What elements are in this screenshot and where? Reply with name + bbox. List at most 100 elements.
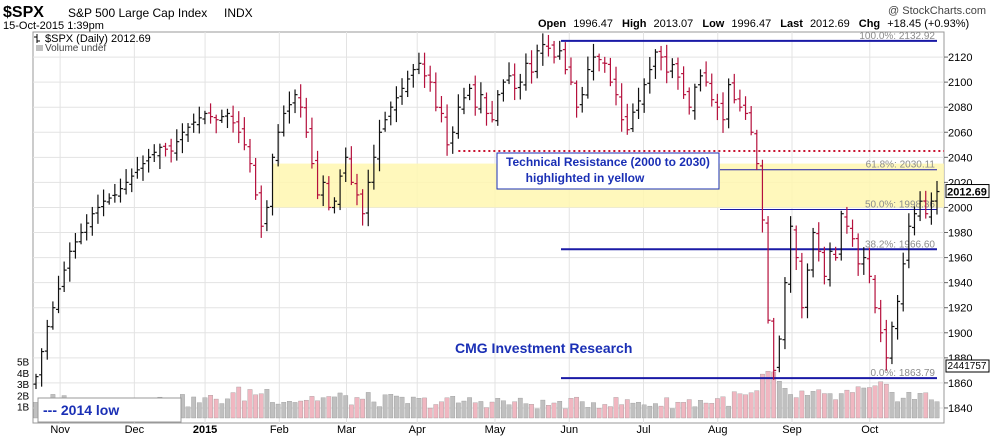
volume-bar: [838, 393, 844, 419]
price-bar: [393, 86, 399, 123]
volume-bar: [855, 386, 861, 419]
price-bar: [258, 185, 264, 238]
month-label: Jun: [560, 424, 578, 436]
volume-bar: [619, 404, 625, 419]
datetime: 15-Oct-2015 1:39pm: [3, 20, 104, 32]
price-bar: [647, 57, 653, 94]
month-label: Aug: [708, 424, 728, 436]
volume-bar: [506, 404, 512, 419]
volume-bar: [410, 396, 416, 419]
price-tick-label: 2120: [948, 52, 972, 64]
price-bar: [658, 45, 664, 71]
price-bars: [33, 33, 940, 390]
price-bar: [641, 78, 647, 113]
price-bar: [714, 93, 720, 121]
price-bar: [455, 94, 461, 139]
volume-bar: [805, 395, 810, 419]
price-bar: [788, 216, 794, 293]
price-bar: [281, 105, 287, 137]
price-bar: [44, 319, 50, 360]
price-bar: [371, 144, 377, 190]
volume-bar: [827, 393, 833, 419]
price-bar: [827, 242, 833, 287]
price-tick-label: 2000: [948, 202, 972, 214]
volume-bar: [427, 407, 433, 419]
price-bar: [934, 180, 940, 215]
price-bar: [219, 109, 225, 123]
high-value: 2013.07: [654, 18, 694, 30]
price-bar: [844, 206, 850, 234]
fib-level-label: 50.0%: 1998.36: [865, 200, 935, 211]
price-bar: [613, 66, 619, 106]
resistance-label-line2: highlighted in yellow: [526, 171, 645, 185]
price-bar: [900, 252, 906, 312]
price-bar: [388, 101, 394, 126]
price-bar: [652, 49, 658, 79]
volume-bar: [343, 395, 349, 419]
exchange: INDX: [224, 6, 253, 20]
price-tick-label: 1840: [948, 403, 972, 415]
volume-bar: [731, 391, 737, 419]
volume-bar: [647, 405, 653, 419]
price-tick-label: 2100: [948, 77, 972, 89]
price-bar: [343, 147, 349, 183]
price-bar: [574, 80, 580, 118]
price-bar: [759, 159, 765, 233]
price-bar: [590, 43, 596, 81]
price-tick-label: 2040: [948, 152, 972, 164]
last-volume-box: [945, 359, 990, 373]
last-price-box: [945, 184, 990, 199]
price-bar: [754, 129, 760, 171]
price-bar: [433, 72, 439, 112]
volume-bar: [912, 399, 917, 419]
price-bar: [123, 169, 129, 195]
price-bar: [337, 169, 343, 211]
price-bar: [230, 105, 236, 133]
volume-bar: [872, 385, 878, 419]
volume-bar: [337, 392, 343, 419]
price-bar: [703, 61, 709, 87]
resistance-label-line1: Technical Resistance (2000 to 2030): [506, 155, 710, 169]
volume-bar: [900, 397, 906, 419]
price-bar: [928, 192, 934, 225]
price-bar: [213, 114, 219, 134]
volume-bar: [225, 398, 230, 419]
volume-bar: [782, 388, 788, 419]
price-bar: [697, 69, 703, 92]
volume-bar: [439, 401, 444, 419]
month-label: Feb: [270, 424, 289, 436]
price-bar: [129, 168, 135, 193]
price-bar: [495, 90, 501, 126]
volume-bar: [534, 408, 540, 419]
price-bar: [399, 78, 405, 105]
volume-bar: [883, 383, 889, 419]
price-bar: [146, 148, 152, 173]
price-bar: [461, 87, 467, 115]
volume-bar: [669, 408, 675, 419]
month-label: Jul: [636, 424, 650, 436]
price-bar: [557, 40, 563, 60]
volume-bar: [394, 395, 399, 419]
price-bar: [889, 321, 895, 365]
volume-bar: [523, 403, 529, 419]
series-legend: $SPX (Daily) 2012.69 Volume undef: [34, 33, 151, 54]
price-bar: [134, 156, 140, 179]
price-bar: [84, 214, 90, 241]
price-bar: [33, 373, 39, 390]
volume-bar: [365, 392, 371, 419]
last-value: 2012.69: [810, 18, 850, 30]
last-label: Last: [780, 18, 803, 30]
price-bar: [67, 242, 73, 282]
price-bar: [878, 299, 884, 343]
month-label: Mar: [337, 424, 356, 436]
price-bar: [56, 275, 62, 314]
volume-bar: [793, 397, 799, 419]
volume-bar: [354, 397, 360, 419]
volume-bar: [512, 401, 518, 419]
price-bar: [602, 56, 608, 73]
price-bar: [101, 189, 107, 217]
volume-bar: [591, 402, 596, 419]
month-label: Apr: [409, 424, 426, 436]
volume-bar: [196, 402, 202, 419]
volume-tick-label: 5B: [17, 358, 30, 369]
